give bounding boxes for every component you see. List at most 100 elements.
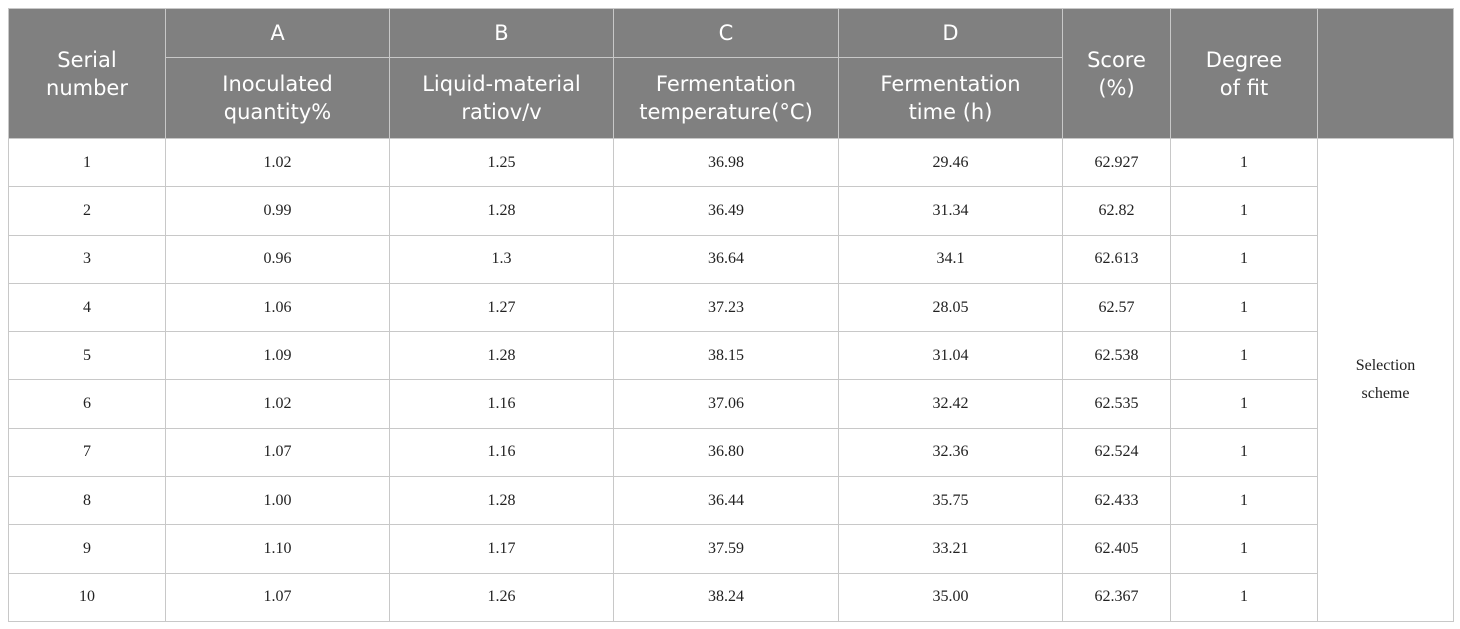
header-cell: A [165,8,390,58]
header-cell: Serial number [8,8,166,139]
header-text: Liquid-material ratiov/v [422,72,581,124]
header-text: Serial number [46,47,128,100]
note-cell: Selection scheme [1317,138,1454,622]
table-cell: 2 [8,186,166,236]
table-cell: 0.96 [165,234,390,284]
table-cell: 36.49 [613,186,839,236]
header-cell: Degree of fit [1170,8,1318,139]
table-cell: 1.28 [389,476,614,526]
table-cell: 4 [8,282,166,333]
table-cell: 62.405 [1062,524,1171,574]
table-row: 4 1.06 1.27 37.23 28.05 62.57 1 [8,282,1454,333]
table-cell: 34.1 [838,234,1063,284]
table-cell: 62.535 [1062,379,1171,429]
table-row: 3 0.96 1.3 36.64 34.1 62.613 1 [8,234,1454,284]
header-text: Fermentation time (h) [880,72,1021,124]
table-cell: 1.27 [389,282,614,333]
table-cell: 1.06 [165,282,390,333]
table-cell: 62.524 [1062,427,1171,478]
table-cell: 1.16 [389,379,614,429]
table-cell: 31.04 [838,331,1063,381]
table-cell: 10 [8,572,166,622]
table-cell: 1.28 [389,186,614,236]
table-cell: 62.433 [1062,476,1171,526]
table-cell: 29.46 [838,137,1063,188]
table-cell: 36.80 [613,427,839,478]
table-cell: 7 [8,427,166,478]
header-cell: Score (%) [1062,8,1171,139]
table-body: 1 1.02 1.25 36.98 29.46 62.927 1 Selection sche… [8,137,1454,622]
table-cell: 0.99 [165,186,390,236]
table-cell: 1.09 [165,331,390,381]
table-cell: 36.98 [613,137,839,188]
header-text: Score (%) [1087,47,1146,100]
table-cell: 1.00 [165,476,390,526]
table-cell: 35.75 [838,476,1063,526]
table-cell: 1.28 [389,331,614,381]
table-cell: 1 [1170,379,1318,429]
table-cell: 9 [8,524,166,574]
table-cell: 6 [8,379,166,429]
table-cell: 62.538 [1062,331,1171,381]
header-cell: Liquid-material ratiov/v [389,57,614,139]
table-cell: 28.05 [838,282,1063,333]
table-cell: 1 [1170,186,1318,236]
table-cell: 38.24 [613,572,839,622]
table-cell: 33.21 [838,524,1063,574]
header-cell: Fermentation time (h) [838,57,1063,139]
table-row: 8 1.00 1.28 36.44 35.75 62.433 1 [8,476,1454,526]
header-cell: Inoculated quantity% [165,57,390,139]
header-text: Inoculated quantity% [222,72,333,124]
table-cell: 1 [1170,331,1318,381]
header-cell: C [613,8,839,58]
table-cell: 36.44 [613,476,839,526]
table-cell: 1.26 [389,572,614,622]
header-cell: D [838,8,1063,58]
table-cell: 1.17 [389,524,614,574]
table-cell: 1 [1170,572,1318,622]
table-row: 10 1.07 1.26 38.24 35.00 62.367 1 [8,572,1454,622]
table-cell: 1.02 [165,137,390,188]
table-row: 6 1.02 1.16 37.06 32.42 62.535 1 [8,379,1454,429]
table-row: 1 1.02 1.25 36.98 29.46 62.927 1 Selection sche… [8,137,1454,622]
header-cell: B [389,8,614,58]
table-cell: 38.15 [613,331,839,381]
table-cell: 37.06 [613,379,839,429]
table-cell: 62.82 [1062,186,1171,236]
table-cell: 1.25 [389,137,614,188]
header-text: Fermentation temperature(°C) [639,72,813,124]
table-row: 7 1.07 1.16 36.80 32.36 62.524 1 [8,427,1454,478]
table-cell: 1 [1170,234,1318,284]
table-cell: 62.57 [1062,282,1171,333]
results-table: Serial number A B C D Score (%) Degree o… [8,8,1454,622]
table-cell: 62.367 [1062,572,1171,622]
table-cell: 37.59 [613,524,839,574]
table-cell: 1.07 [165,572,390,622]
table-cell: 1 [1170,282,1318,333]
table-cell: 1 [1170,476,1318,526]
note-text: Selection scheme [1355,356,1416,402]
header-blank [1317,8,1454,139]
table-cell: 1 [1170,524,1318,574]
table-row: 5 1.09 1.28 38.15 31.04 62.538 1 [8,331,1454,381]
table-cell: 8 [8,476,166,526]
table-cell: 35.00 [838,572,1063,622]
table-cell: 5 [8,331,166,381]
table-cell: 1 [1170,427,1318,478]
table-cell: 32.42 [838,379,1063,429]
table-cell: 36.64 [613,234,839,284]
header-cell: Fermentation temperature(°C) [613,57,839,139]
table-row: 2 0.99 1.28 36.49 31.34 62.82 1 [8,186,1454,236]
table-cell: 1.07 [165,427,390,478]
table-cell: 32.36 [838,427,1063,478]
table-cell: 1.3 [389,234,614,284]
table-cell: 62.927 [1062,137,1171,188]
table-cell: 1.10 [165,524,390,574]
table-cell: 62.613 [1062,234,1171,284]
table-cell: 1.02 [165,379,390,429]
table-cell: 1 [1170,137,1318,188]
table-cell: 3 [8,234,166,284]
table-cell: 37.23 [613,282,839,333]
table-cell: 1.16 [389,427,614,478]
